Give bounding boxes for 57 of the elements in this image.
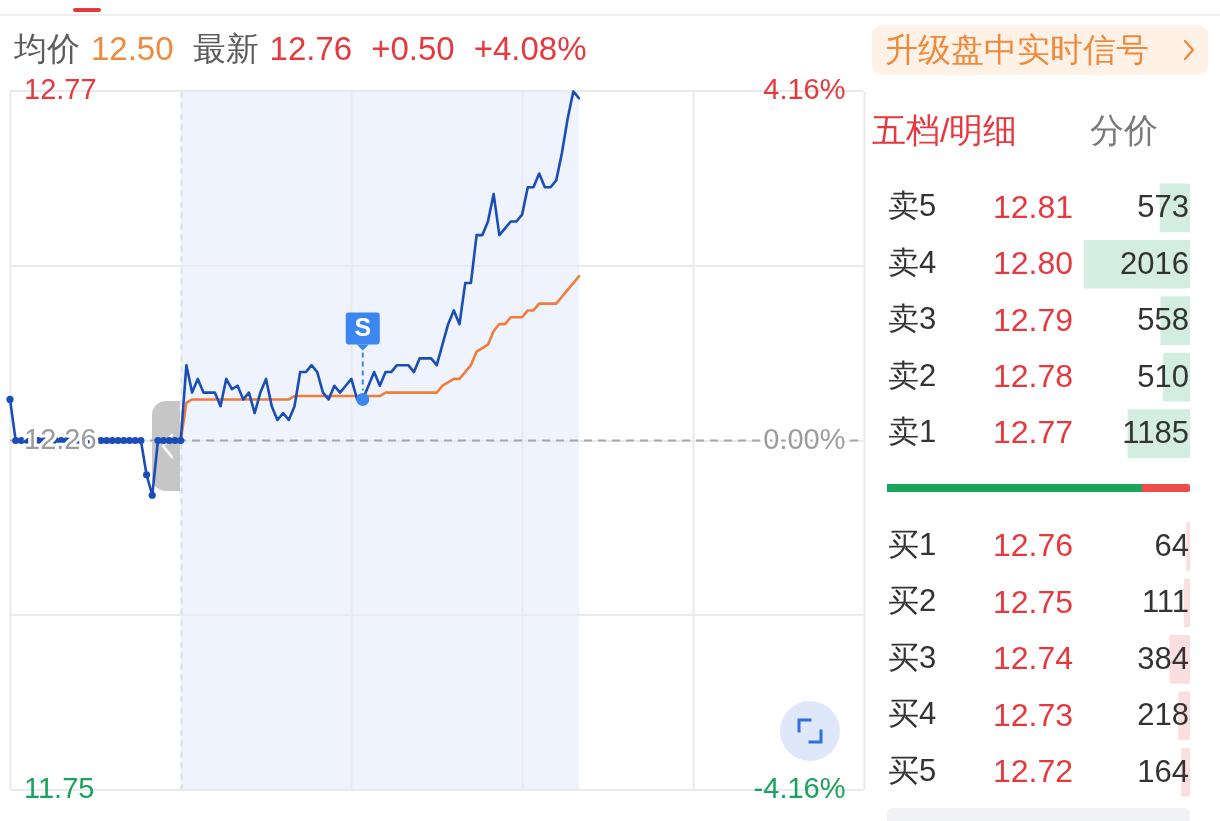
button: 升级盘中实时信号 [872,25,1208,75]
text: 五档/明细 [872,110,1018,151]
data-label: 573 [1137,189,1189,225]
text: 12.72 [993,753,1074,790]
text: 12.81 [993,188,1074,225]
y-tick-label: 买3 [888,639,937,675]
point [160,436,168,445]
point [165,436,173,445]
y-tick-label: 买5 [888,752,937,788]
text: S [354,313,372,342]
y-tick-label: 买4 [888,696,937,732]
y-tick-label: 卖5 [888,188,937,224]
point [356,392,370,406]
data-label: 510 [1137,358,1189,394]
y-tick-label: 卖3 [888,301,937,337]
text: +4.08% [473,29,587,69]
point [6,395,14,404]
point [125,436,134,445]
data-label: 558 [1137,302,1189,338]
y-tick-label: 买2 [888,583,937,619]
y2-tick-label: 0.00% [763,422,846,455]
point [142,471,151,479]
text: 12.78 [993,357,1074,394]
data-label: 1185 [1122,415,1189,451]
text: 最新 [192,29,259,69]
text: 12.74 [993,640,1074,677]
data-label: 218 [1137,697,1189,733]
y-tick-label: 卖4 [888,244,937,280]
text: 均价 [14,29,80,69]
text: 12.80 [993,245,1074,282]
point [177,436,185,445]
text: 12.76 [993,527,1074,564]
y-tick-label: 卖1 [888,414,937,450]
y2-tick-label: 4.16% [763,73,846,106]
y-tick-label: 12.77 [24,73,97,106]
point [108,436,117,445]
text: +0.50 [371,29,455,69]
y-tick-label: 卖2 [888,357,937,393]
point [148,491,156,499]
data-label: 111 [1141,584,1189,620]
data-label: 64 [1154,527,1189,563]
text: 12.79 [993,301,1074,338]
y2-tick-label: -4.16% [753,771,846,804]
y-tick-label: 买1 [888,526,937,562]
point [12,436,20,445]
point [137,436,145,445]
text: 12.75 [993,583,1074,620]
text: 分价 [1090,110,1158,151]
point [103,436,111,445]
data-label: 2016 [1120,245,1189,281]
text: 12.76 [269,29,353,69]
data-label: 384 [1137,640,1189,676]
text: 12.77 [993,414,1074,451]
y-tick-label: 11.75 [24,771,95,804]
data-label: 164 [1137,753,1189,789]
text: 12.50 [91,29,174,69]
text: 12.73 [993,696,1074,733]
